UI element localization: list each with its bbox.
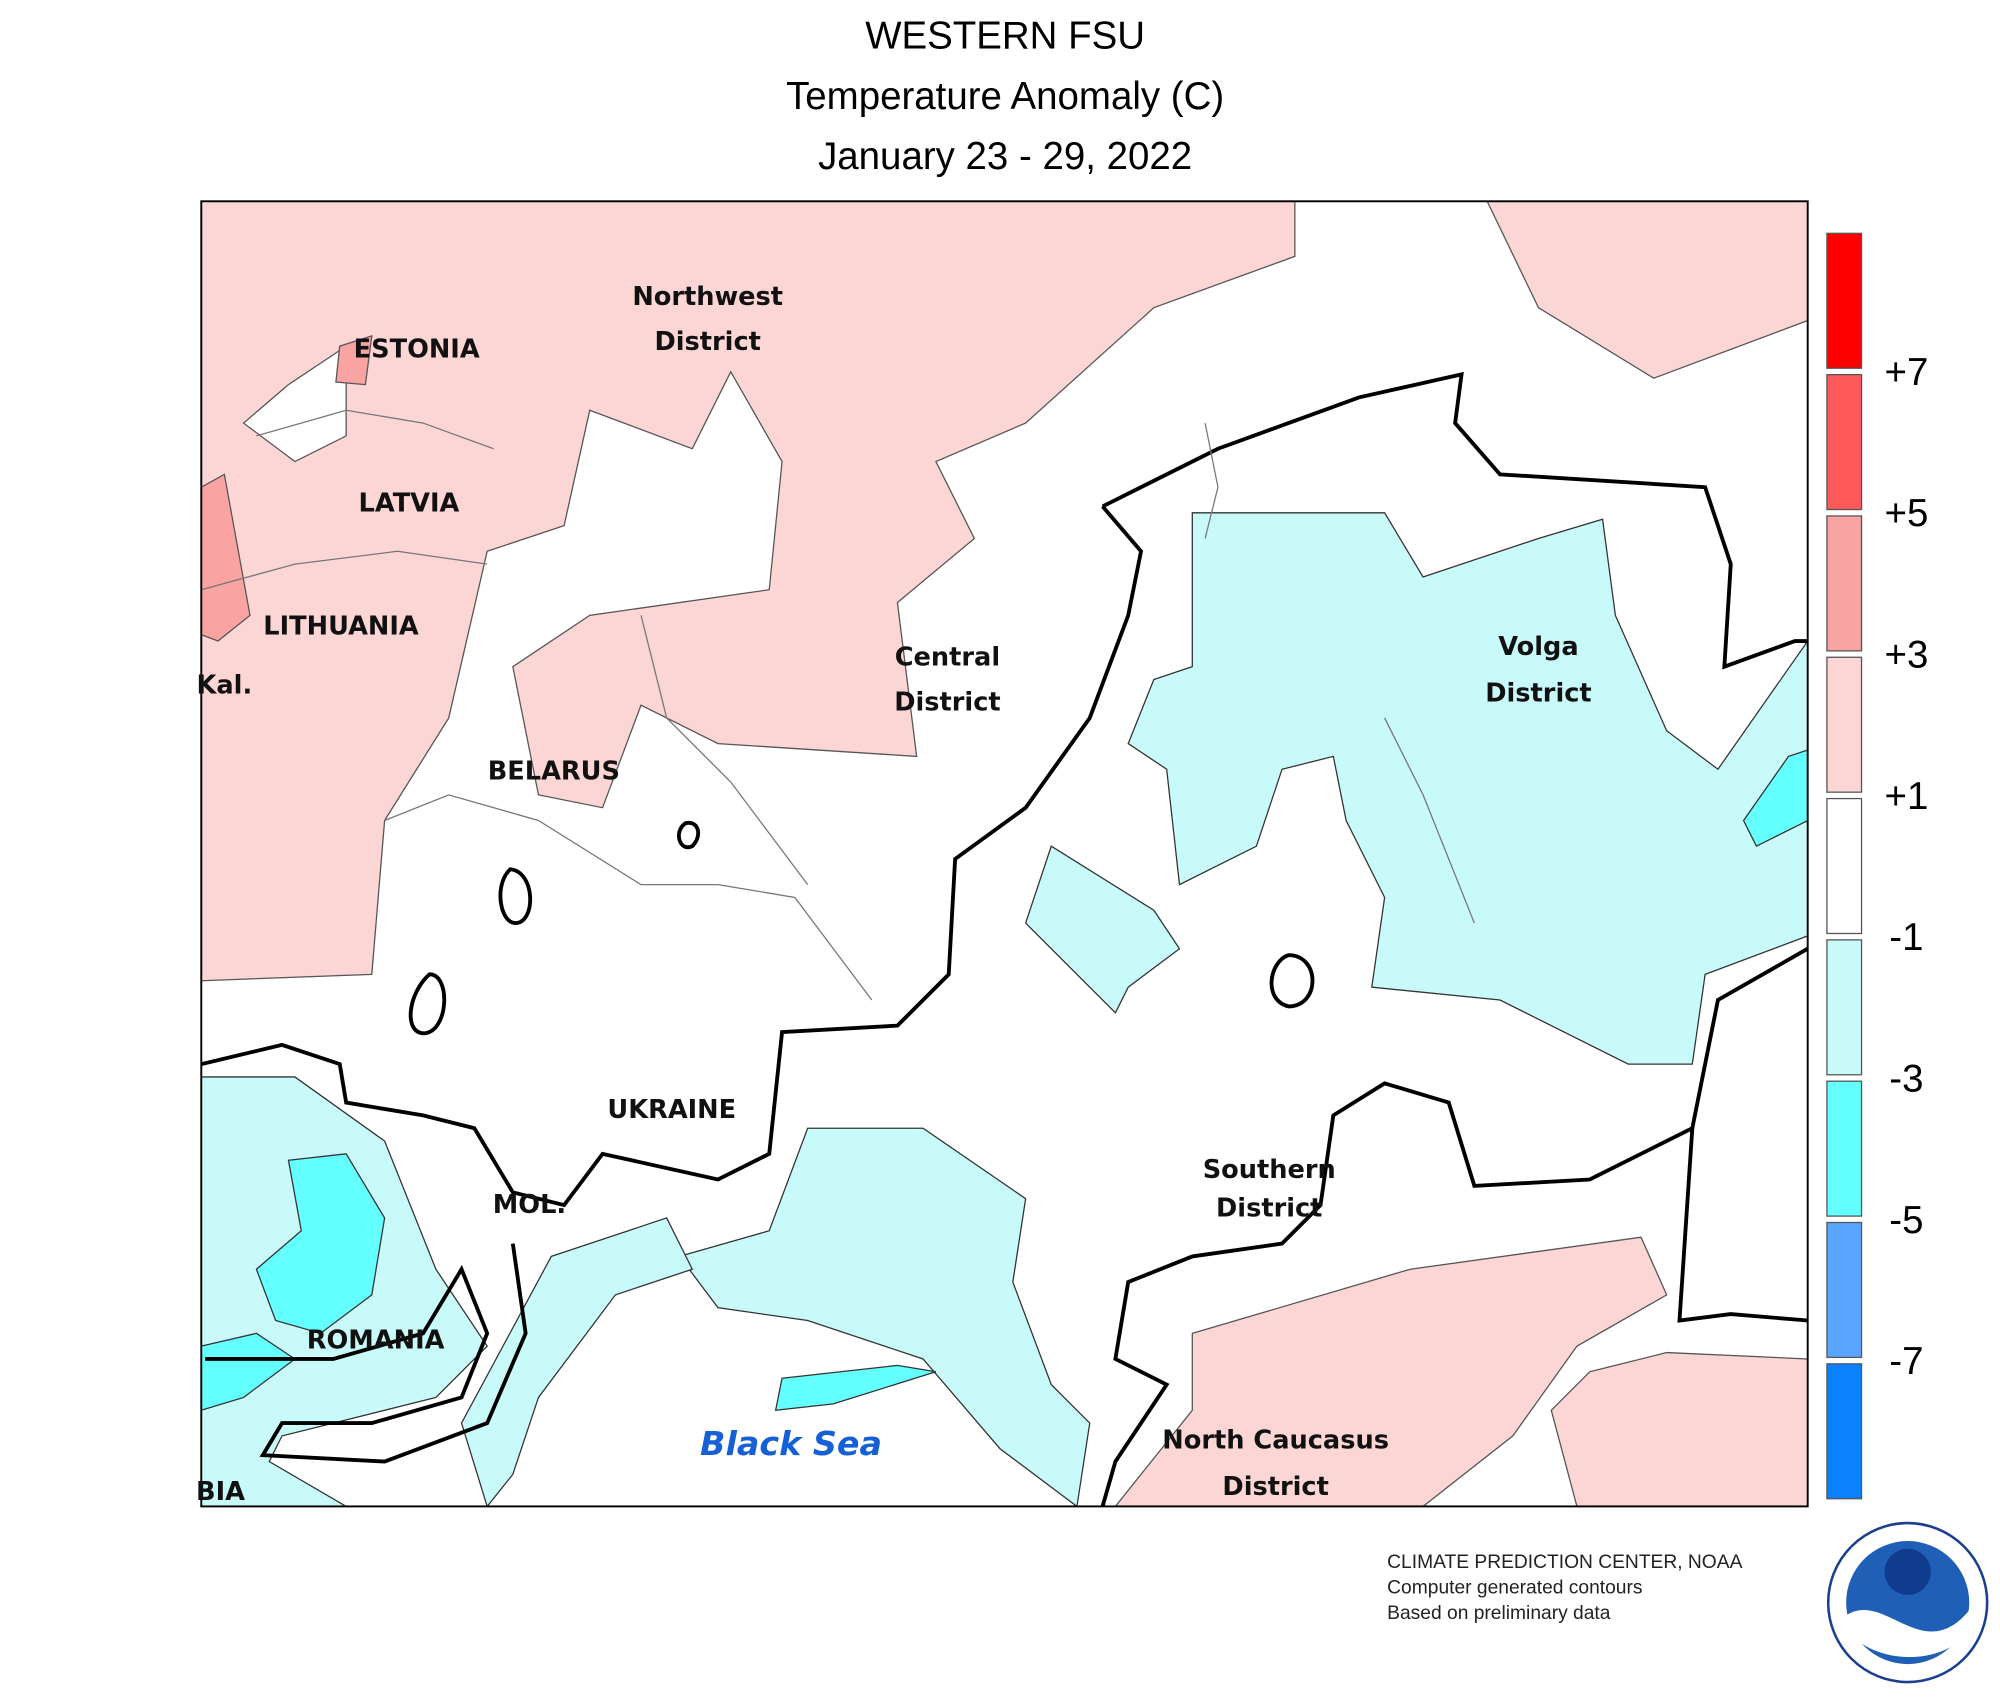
map-label: District [1216,1194,1322,1224]
legend-swatch [1826,1221,1863,1359]
map-label: District [1222,1472,1328,1502]
map-label: Volga [1498,632,1578,662]
map-label: LATVIA [359,489,460,519]
legend-label: -1 [1889,916,1923,959]
legend-swatch [1826,374,1863,511]
legend-label: +1 [1884,775,1928,818]
legend-label: -7 [1889,1340,1923,1383]
legend-swatch [1826,1080,1863,1217]
subtitle: Temperature Anomaly (C) [786,75,1224,118]
legend-swatch [1826,797,1863,935]
footer-line: Computer generated contours [1387,1578,1642,1599]
map-label: UKRAINE [607,1095,736,1125]
title: WESTERN FSU [865,15,1145,58]
map-label: ESTONIA [354,335,480,365]
map-label: Kal. [197,671,253,701]
map-label: Southern [1203,1155,1336,1185]
map [200,200,1809,1508]
map-label: North Caucasus [1162,1426,1389,1456]
map-label: District [894,687,1000,717]
map-label: District [654,327,760,357]
footer-line: Based on preliminary data [1387,1603,1611,1624]
map-label: District [1485,678,1591,708]
footer-line: CLIMATE PREDICTION CENTER, NOAA [1387,1552,1742,1573]
legend-label: +3 [1884,634,1928,677]
warm-areas [201,201,1808,1507]
borders [201,409,1475,1001]
map-label: BIA [196,1477,245,1507]
legend-swatch [1826,939,1863,1076]
map-label: Black Sea [700,1424,882,1463]
legend-swatch [1826,656,1863,793]
map-frame [200,200,1809,1508]
contours [201,371,1808,1507]
map-labels: ESTONIA Northwest District LATVIA LITHUANIA K… [196,282,1592,1507]
cool-areas [201,512,1808,1507]
legend-label: -5 [1889,1199,1923,1242]
legend-label: +7 [1884,351,1928,394]
legend-swatch [1826,515,1863,652]
map-label: Central [895,642,1000,672]
map-label: MOL. [493,1190,566,1220]
color-legend: +7 +5 +3 +1 -1 -3 -5 -7 [1826,232,1928,1500]
noaa-logo [1826,1521,1989,1684]
legend-swatch [1826,232,1863,369]
map-label: Northwest [632,282,783,312]
map-label: BELARUS [488,756,620,786]
map-label: ROMANIA [307,1326,445,1356]
legend-label: -3 [1889,1057,1923,1100]
legend-swatch [1826,1363,1863,1500]
dates: January 23 - 29, 2022 [818,135,1192,178]
map-label: LITHUANIA [263,612,419,642]
legend-label: +5 [1884,492,1928,535]
